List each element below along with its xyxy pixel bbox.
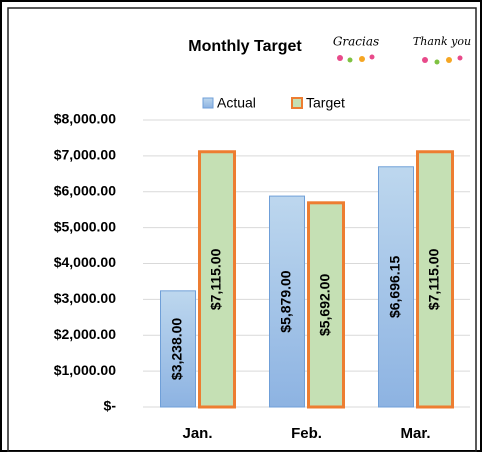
data-label: $7,115.00 <box>208 248 224 310</box>
data-label: $3,238.00 <box>169 318 185 380</box>
annotation: Thank you <box>413 35 471 48</box>
x-tick-label: Feb. <box>291 425 322 442</box>
x-tick-label: Mar. <box>400 425 430 442</box>
y-tick-label: $4,000.00 <box>54 254 116 270</box>
y-tick-label: $1,000.00 <box>54 362 116 378</box>
data-label: $6,696.15 <box>387 256 403 318</box>
y-tick-label: $6,000.00 <box>54 182 116 198</box>
legend-label: Target <box>306 95 345 111</box>
data-label: $5,879.00 <box>278 270 294 332</box>
y-tick-label: $7,000.00 <box>54 147 116 163</box>
y-tick-label: $2,000.00 <box>54 326 116 342</box>
annotation: Gracias <box>333 35 379 49</box>
y-tick-label: $3,000.00 <box>54 290 116 306</box>
y-tick-label: $5,000.00 <box>54 218 116 234</box>
chart: Monthly Target Gracias Thank you $- $1,00… <box>0 0 482 452</box>
x-tick-label: Jan. <box>182 425 212 442</box>
y-tick-label: $8,000.00 <box>54 111 116 127</box>
y-tick-label: $- <box>104 398 117 414</box>
data-label: $7,115.00 <box>426 248 442 310</box>
data-label: $5,692.00 <box>317 274 333 336</box>
legend-swatch <box>203 98 213 108</box>
legend-label: Actual <box>217 95 256 111</box>
legend-swatch <box>292 98 302 108</box>
chart-title: Monthly Target <box>188 38 302 55</box>
